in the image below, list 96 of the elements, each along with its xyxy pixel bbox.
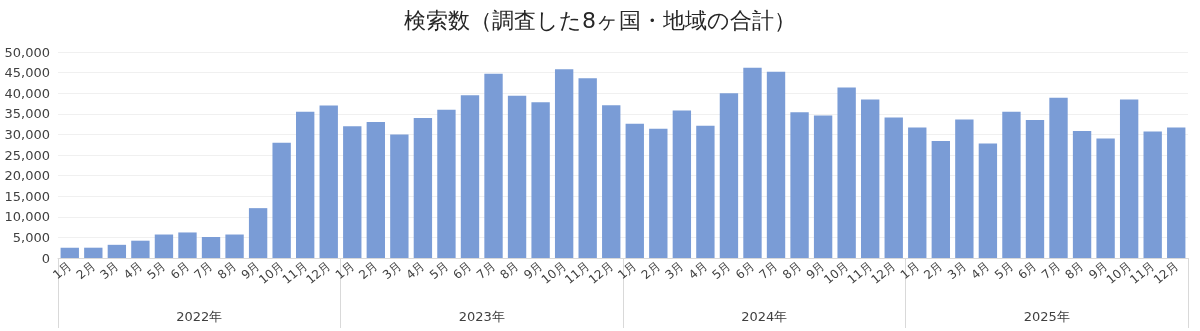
bar	[484, 73, 503, 258]
text: 2023年	[458, 309, 505, 324]
bar	[60, 247, 79, 258]
x-tick-label: 2月	[638, 258, 663, 282]
y-tick-label: 10,000	[4, 209, 50, 225]
bar	[1025, 119, 1045, 258]
y-tick-label: 20,000	[4, 168, 50, 184]
bar	[1143, 131, 1162, 258]
x-tick-label: 3月	[97, 258, 122, 282]
bar	[554, 69, 574, 258]
bar	[343, 126, 362, 258]
x-tick-label: 3月	[662, 258, 687, 282]
bar	[178, 232, 197, 258]
bar	[1167, 127, 1186, 258]
bar	[578, 78, 597, 258]
bar	[296, 111, 315, 258]
x-tick-label: 3月	[944, 258, 969, 282]
bar	[625, 123, 644, 258]
x-tick-label: 5月	[709, 258, 734, 282]
x-tick-label: 5月	[144, 258, 169, 282]
bar	[955, 119, 974, 258]
bar	[1096, 138, 1115, 258]
bar	[366, 122, 385, 258]
bar	[1119, 99, 1139, 258]
x-tick-label: 3月	[379, 258, 404, 282]
bar	[813, 115, 833, 258]
bar	[908, 127, 927, 258]
y-tick-label: 50,000	[4, 44, 50, 60]
bar	[672, 110, 692, 258]
x-tick-label: 6月	[732, 258, 757, 282]
bar	[884, 117, 903, 258]
bar	[507, 95, 527, 258]
bar	[837, 87, 856, 258]
y-tick-label: 5,000	[12, 229, 50, 245]
y-tick-label: 45,000	[4, 65, 50, 81]
x-tick-label: 2月	[73, 258, 98, 282]
x-tick-label: 7月	[191, 258, 216, 282]
bar	[1049, 97, 1068, 258]
chart-title: 検索数（調査した8ヶ国・地域の合計）	[404, 7, 796, 33]
text: 2024年	[741, 309, 788, 324]
x-tick-label: 5月	[426, 258, 451, 282]
x-tick-label: 4月	[120, 258, 145, 282]
x-tick-label: 4月	[403, 258, 428, 282]
bar	[248, 208, 268, 258]
x-tick-label: 6月	[167, 258, 192, 282]
x-tick-label: 1月	[50, 258, 75, 282]
x-tick-label: 6月	[450, 258, 475, 282]
bar	[719, 93, 739, 258]
bar	[531, 102, 550, 258]
bar	[790, 112, 809, 258]
bar	[413, 117, 433, 258]
x-tick-label: 4月	[685, 258, 710, 282]
bar	[272, 142, 291, 258]
text: 2025年	[1023, 309, 1070, 324]
bar	[978, 143, 998, 258]
bar	[861, 99, 880, 258]
bar	[649, 128, 668, 258]
bar	[1072, 131, 1092, 258]
x-tick-label: 2月	[356, 258, 381, 282]
x-tick-label: 7月	[473, 258, 499, 282]
x-tick-label: 7月	[1038, 258, 1064, 282]
x-tick-label: 6月	[1015, 258, 1040, 282]
bar	[154, 234, 174, 258]
y-tick-label: 40,000	[4, 85, 50, 101]
y-tick-label: 35,000	[4, 106, 50, 122]
x-tick-label: 4月	[968, 258, 993, 282]
y-tick-label: 25,000	[4, 147, 50, 163]
bar	[766, 71, 786, 258]
x-tick-label: 5月	[991, 258, 1016, 282]
x-tick-label: 7月	[756, 258, 781, 282]
x-tick-label: 1月	[897, 258, 922, 282]
bar	[201, 236, 221, 258]
bar	[602, 105, 621, 258]
text: 2022年	[176, 309, 223, 324]
bar	[1002, 111, 1021, 258]
bar	[743, 67, 762, 258]
bar	[931, 140, 950, 258]
bar	[437, 109, 456, 258]
x-tick-label: 2月	[921, 258, 946, 282]
bar	[319, 105, 338, 258]
y-tick-label: 0	[41, 250, 50, 266]
bar	[107, 244, 127, 258]
bar	[460, 95, 480, 258]
x-tick-label: 8月	[780, 258, 805, 282]
bar	[84, 247, 103, 258]
y-tick-label: 30,000	[4, 126, 50, 142]
x-tick-label: 8月	[215, 258, 240, 282]
bar	[225, 234, 244, 258]
bar	[390, 134, 409, 258]
bar	[131, 240, 150, 258]
bar	[696, 125, 715, 258]
x-tick-label: 1月	[615, 258, 640, 282]
y-tick-label: 15,000	[4, 188, 50, 204]
x-tick-label: 1月	[332, 258, 357, 282]
x-tick-label: 8月	[497, 258, 522, 282]
x-tick-label: 8月	[1062, 258, 1087, 282]
